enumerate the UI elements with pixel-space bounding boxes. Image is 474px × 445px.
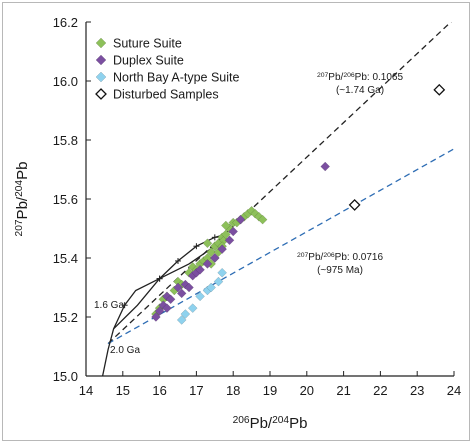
legend-label: North Bay A-type Suite [113,71,240,85]
data-point-suture-suite [202,238,213,249]
data-point-duplex-suite [202,259,213,269]
x-tick-label: 18 [226,383,240,398]
growth-curve-upper [113,233,226,330]
legend-label: Suture Suite [113,37,182,51]
y-tick-label: 15.4 [53,251,78,266]
data-point-duplex-suite [184,282,194,293]
x-tick-label: 20 [300,383,314,398]
ratio-annotation-ratio1: 207Pb/206Pb: 0.1065 [317,72,404,84]
data-point-duplex-suite [320,161,331,172]
reference-line-1065 [107,22,452,345]
legend-label: Duplex Suite [113,54,184,68]
data-point-duplex-suite [209,253,220,263]
superscript: 206 [233,415,250,426]
axes-group: 14 15 16 17 18 19 20 21 22 23 24 15.0 15.2 15.4 15.6 15… [14,15,462,432]
data-point-duplex-suite [217,244,228,255]
legend: Suture Suite Duplex Suite North Bay A-type… [95,37,240,102]
text-part: Pb [289,415,307,432]
data-point-north-bay-a-type-suite [176,315,187,325]
x-axis-title: 206Pb/204Pb [233,415,308,433]
ratio-annotation-age: (~1.74 Ga) [336,85,384,96]
y-tick-label: 16.0 [53,74,78,89]
data-point-duplex-suite [176,288,187,299]
legend-marker [95,37,107,49]
x-tick-label: 15 [116,383,130,398]
data-point-north-bay-a-type-suite [195,291,205,302]
data-point-north-bay-a-type-suite [206,282,216,293]
y-tick-label: 15.6 [53,192,78,207]
superscript: 206 [343,72,355,79]
data-point-suture-suite [220,229,231,240]
x-tick-label: 24 [447,383,461,398]
superscript: 206 [323,252,335,259]
y-tick-label: 15.8 [53,133,78,148]
superscript: 207 [14,219,25,236]
data-point-duplex-suite [195,264,205,275]
data-point-duplex-suite [162,303,172,314]
x-tick-label: 14 [79,383,93,398]
superscript: 207 [297,252,309,259]
legend-label: Disturbed Samples [113,88,219,102]
text-part: Pb/ [308,252,323,263]
data-point-disturbed-samples [433,83,446,96]
x-tick-label: 16 [152,383,166,398]
y-tick-label: 15.0 [53,369,78,384]
reference-line-0716 [107,148,454,345]
text-part: Pb/ [14,196,31,219]
superscript: 204 [272,415,289,426]
y-axis-title: 207Pb/204Pb [14,162,32,237]
ratio-annotation-ratio2: 207Pb/206Pb: 0.0716 [297,252,384,264]
annotations-group: 207Pb/206Pb: 0.1065(~1.74 Ga)207Pb/206Pb… [94,72,403,357]
data-points-group [151,83,446,325]
data-point-duplex-suite [151,312,161,322]
legend-marker [95,54,107,66]
superscript: 207 [317,72,329,79]
data-point-suture-suite [206,247,216,257]
data-point-duplex-suite [165,294,176,305]
x-tick-label: 17 [189,383,203,398]
x-tick-label: 19 [263,383,277,398]
text-part: Pb/ [328,72,343,83]
y-tick-label: 16.2 [53,15,78,30]
data-point-duplex-suite [235,214,246,225]
growth-curve-lower [101,233,227,376]
data-point-disturbed-samples [348,198,361,211]
data-point-suture-suite [257,214,268,225]
data-point-duplex-suite [228,226,239,237]
superscript: 204 [14,180,25,197]
text-part: Pb: 0.1065 [355,72,404,83]
data-point-north-bay-a-type-suite [187,303,198,314]
legend-marker [95,88,107,100]
data-point-north-bay-a-type-suite [213,276,224,287]
age-label-2.0-ga: 2.0 Ga [110,345,140,356]
y-tick-label: 15.2 [53,310,78,325]
data-point-north-bay-a-type-suite [217,267,228,278]
text-part: Pb/ [250,415,273,432]
text-part: Pb: 0.0716 [335,252,384,263]
text-part: Pb [14,162,31,180]
data-point-suture-suite [220,220,231,231]
x-tick-label: 21 [336,383,350,398]
x-tick-label: 22 [373,383,387,398]
reference-lines-group [101,22,454,376]
x-tick-label: 23 [410,383,424,398]
ratio-annotation-age: (~975 Ma) [317,265,363,276]
data-point-duplex-suite [173,282,183,293]
data-point-north-bay-a-type-suite [180,309,191,319]
data-point-duplex-suite [224,235,235,246]
age-label-1.6-ga: 1.6 Ga [94,300,124,311]
legend-marker [95,71,107,83]
data-point-duplex-suite [154,306,165,316]
